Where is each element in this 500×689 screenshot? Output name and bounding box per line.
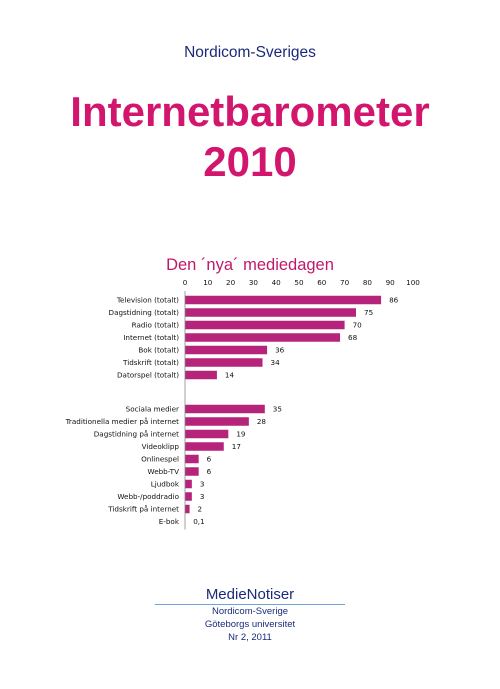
tick-label: 50: [294, 278, 304, 287]
tick-label: 80: [363, 278, 373, 287]
tick-label: 60: [317, 278, 327, 287]
tick-label: 20: [226, 278, 236, 287]
tick-label: 10: [203, 278, 213, 287]
footer-issue: Nr 2, 2011: [228, 632, 272, 643]
bar: [185, 417, 249, 426]
footer-divider: [155, 604, 345, 605]
bar: [185, 429, 229, 439]
bar: [185, 442, 224, 451]
category-label: Webb-/poddradio: [117, 492, 179, 501]
category-label: Sociala medier: [126, 405, 179, 414]
bar: [185, 504, 190, 514]
category-label: Dagstidning på internet: [94, 430, 179, 439]
data-label: 14: [225, 371, 235, 380]
bar: [185, 454, 199, 464]
data-label: 36: [275, 346, 285, 355]
data-label: 3: [200, 492, 205, 501]
bar: [185, 370, 217, 380]
data-label: 34: [271, 358, 281, 367]
category-label: Videoklipp: [142, 442, 180, 451]
bar: [185, 404, 265, 414]
data-label: 70: [353, 321, 363, 330]
category-label: Internet (totalt): [123, 333, 179, 342]
data-label: 35: [273, 405, 282, 414]
category-label: Webb-TV: [148, 467, 180, 476]
data-label: 0,1: [193, 517, 204, 526]
bar: [185, 479, 192, 489]
data-label: 19: [236, 430, 246, 439]
data-label: 86: [389, 296, 399, 305]
bar: [185, 308, 356, 317]
data-label: 75: [364, 308, 373, 317]
publisher-name: Nordicom-Sveriges: [184, 44, 316, 61]
bar: [185, 358, 263, 367]
bar: [185, 345, 268, 355]
category-label: Datorspel (totalt): [117, 371, 179, 380]
chart-title: Den ´nya´ mediedagen: [166, 256, 334, 274]
bar-chart: 0 10 20 30 40 50 60 70 80 90 100 Television (totalt…: [65, 278, 420, 530]
category-label: Dagstidning (totalt): [109, 308, 180, 317]
report-year: 2010: [203, 138, 297, 185]
footer-university: Göteborgs universitet: [204, 619, 296, 630]
category-label: Traditionella medier på internet: [65, 417, 180, 426]
category-label: Ljudbok: [151, 480, 180, 489]
data-label: 6: [207, 467, 212, 476]
report-title: Internetbarometer: [70, 88, 430, 135]
bar: [185, 333, 341, 342]
tick-label: 90: [386, 278, 396, 287]
data-label: 2: [198, 505, 203, 514]
tick-label: 40: [272, 278, 282, 287]
bar: [185, 295, 382, 305]
category-label: E-bok: [159, 517, 180, 526]
bar: [185, 467, 199, 476]
footer-brand: MedieNotiser: [205, 586, 295, 603]
tick-label: 70: [340, 278, 350, 287]
data-label: 6: [207, 455, 212, 464]
category-label: Television (totalt): [116, 296, 179, 305]
data-label: 68: [348, 333, 358, 342]
tick-label: 30: [249, 278, 259, 287]
category-label: Tidskrift på internet: [107, 505, 179, 514]
footer-org: Nordicom-Sverige: [211, 606, 289, 617]
bar: [185, 492, 192, 501]
category-label: Tidskrift (totalt): [122, 358, 179, 367]
tick-label: 100: [406, 278, 420, 287]
bar: [185, 320, 345, 330]
category-label: Radio (totalt): [132, 321, 180, 330]
data-label: 17: [232, 442, 241, 451]
data-label: 28: [257, 417, 267, 426]
tick-label: 0: [183, 278, 188, 287]
category-label: Onlinespel: [141, 455, 179, 464]
data-label: 3: [200, 480, 205, 489]
category-label: Bok (totalt): [138, 346, 179, 355]
